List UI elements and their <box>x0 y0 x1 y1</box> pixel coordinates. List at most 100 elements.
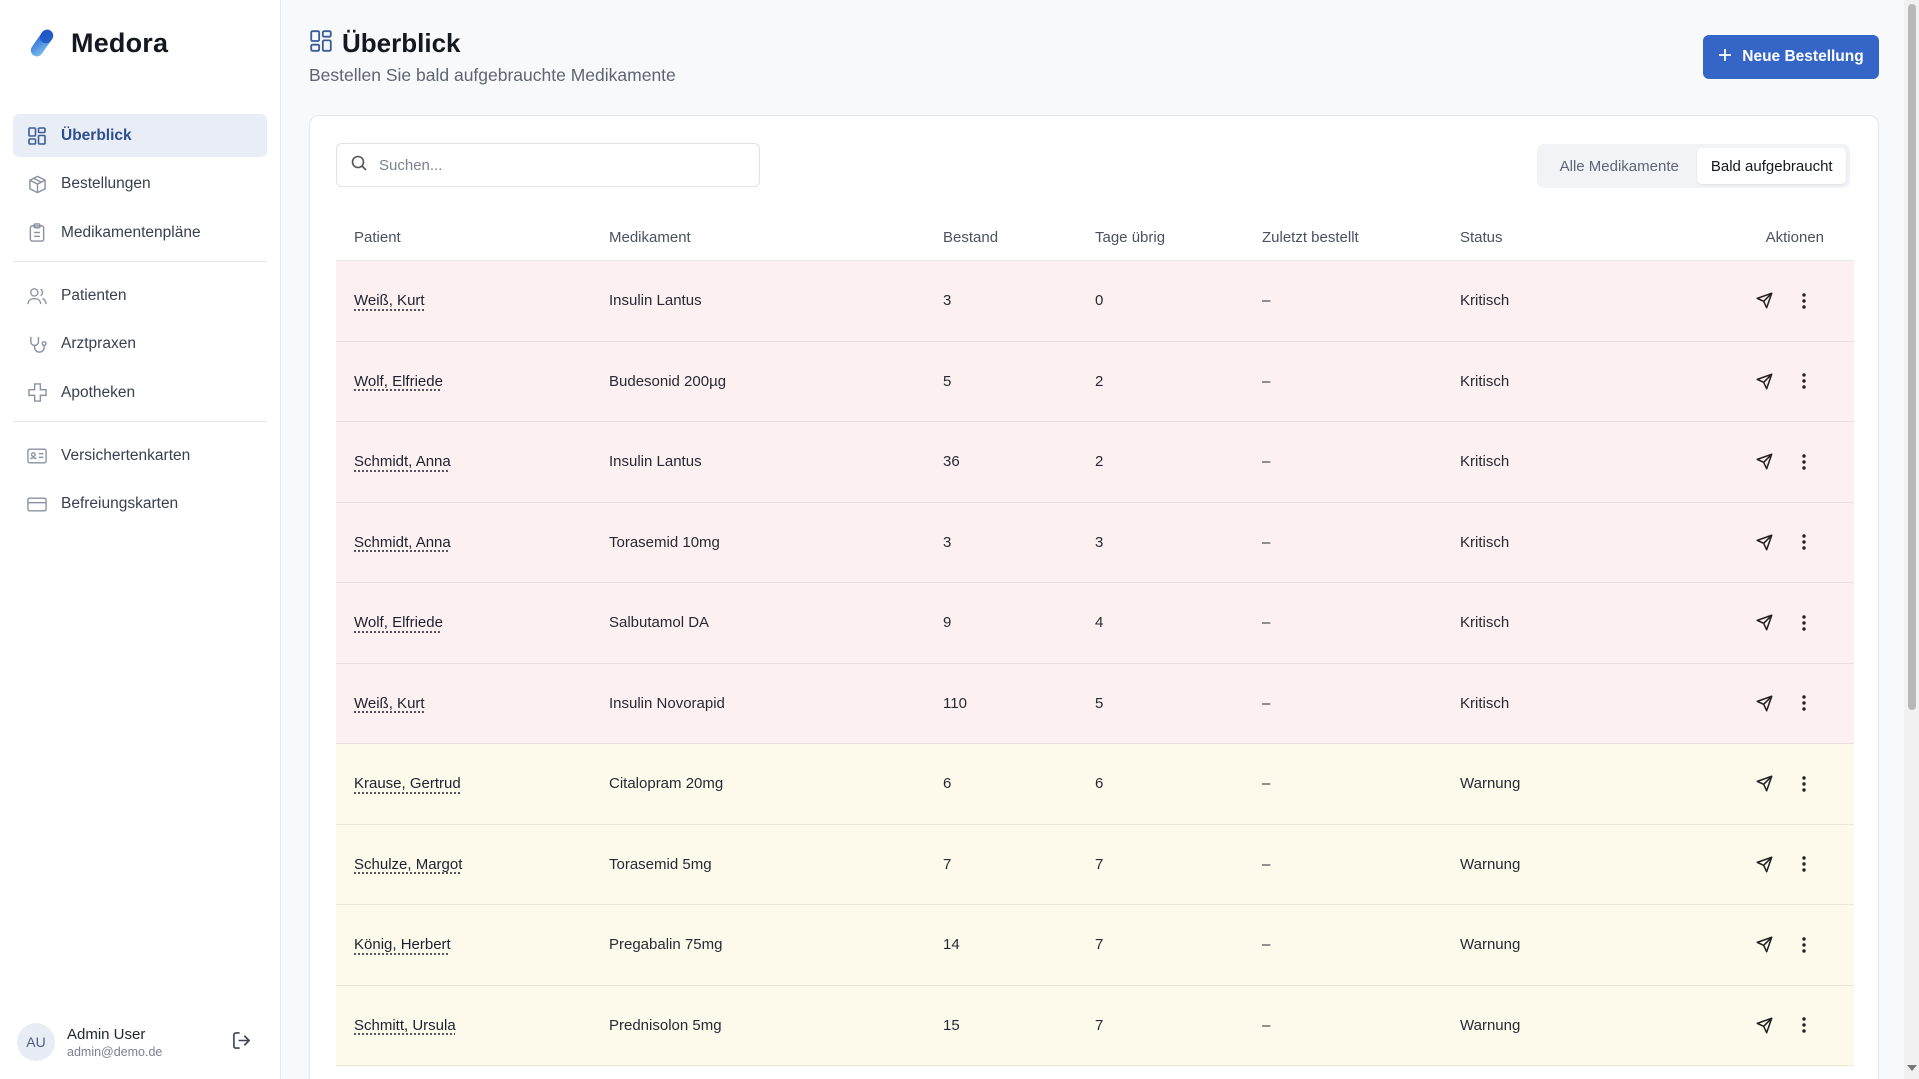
table-row[interactable]: König, Herbert Pregabalin 75mg 14 7 – Warnung <box>336 905 1854 986</box>
send-order-icon[interactable] <box>1744 603 1784 643</box>
id-card-icon <box>27 446 47 466</box>
more-options-icon[interactable] <box>1784 361 1824 401</box>
sidebar-item-exemption-cards[interactable]: Befreiungskarten <box>13 483 267 526</box>
more-options-icon[interactable] <box>1784 442 1824 482</box>
send-order-icon[interactable] <box>1744 1005 1784 1045</box>
sidebar-item-orders[interactable]: Bestellungen <box>13 163 267 206</box>
send-order-icon[interactable] <box>1744 844 1784 884</box>
last-ordered-cell: – <box>1262 1016 1271 1034</box>
table-row[interactable]: Weiß, Kurt Insulin Lantus 3 0 – Kritisch <box>336 261 1854 342</box>
medication-cell: Torasemid 10mg <box>609 533 720 551</box>
table-row[interactable]: Schmidt, Anna Insulin Lantus 36 2 – Kritisch <box>336 422 1854 503</box>
table-row[interactable]: Schmidt, Anna Torasemid 10mg 3 3 – Kritisch <box>336 502 1854 583</box>
days-left-cell: 3 <box>1095 533 1104 551</box>
days-left-cell: 2 <box>1095 453 1104 471</box>
days-left-cell: 7 <box>1095 1016 1104 1034</box>
more-options-icon[interactable] <box>1784 1005 1824 1045</box>
status-cell: Kritisch <box>1460 372 1510 390</box>
sidebar-item-insurance-cards[interactable]: Versichertenkarten <box>13 434 267 477</box>
status-cell: Kritisch <box>1460 694 1510 712</box>
column-header-medication[interactable]: Medikament <box>609 228 691 246</box>
medication-cell: Prednisolon 5mg <box>609 1016 722 1034</box>
medication-cell: Pregabalin 75mg <box>609 936 723 954</box>
sidebar-divider <box>13 261 267 262</box>
patient-link[interactable]: Schulze, Margot <box>354 855 463 873</box>
send-order-icon[interactable] <box>1744 442 1784 482</box>
brand[interactable]: Medora <box>27 26 168 60</box>
status-cell: Kritisch <box>1460 533 1510 551</box>
scroll-down-arrow-icon[interactable] <box>1907 1065 1917 1071</box>
patient-link[interactable]: Wolf, Elfriede <box>354 614 443 632</box>
new-order-button[interactable]: Neue Bestellung <box>1703 35 1879 79</box>
more-options-icon[interactable] <box>1784 764 1824 804</box>
sidebar-item-pharmacies[interactable]: Apotheken <box>13 371 267 414</box>
send-order-icon[interactable] <box>1744 361 1784 401</box>
more-options-icon[interactable] <box>1784 844 1824 884</box>
column-header-status[interactable]: Status <box>1460 228 1503 246</box>
page-title: Überblick <box>342 28 461 58</box>
logout-icon[interactable] <box>232 1031 251 1055</box>
search-input[interactable] <box>379 156 739 174</box>
sidebar-divider <box>13 421 267 422</box>
patient-link[interactable]: König, Herbert <box>354 936 451 954</box>
patient-link[interactable]: Weiß, Kurt <box>354 694 425 712</box>
send-order-icon[interactable] <box>1744 925 1784 965</box>
more-options-icon[interactable] <box>1784 281 1824 321</box>
medication-cell: Torasemid 5mg <box>609 855 712 873</box>
more-options-icon[interactable] <box>1784 925 1824 965</box>
sidebar: Medora Überblick Bestellungen Medikament… <box>0 0 281 1079</box>
table-row[interactable]: Schulze, Margot Torasemid 5mg 7 7 – Warnung <box>336 824 1854 905</box>
sidebar-nav: Überblick Bestellungen Medikamentenpläne… <box>13 114 267 531</box>
sidebar-item-label: Patienten <box>61 286 127 304</box>
stock-cell: 15 <box>943 1016 960 1034</box>
last-ordered-cell: – <box>1262 855 1271 873</box>
table-row[interactable]: Wolf, Elfriede Budesonid 200µg 5 2 – Kritisch <box>336 341 1854 422</box>
send-order-icon[interactable] <box>1744 683 1784 723</box>
days-left-cell: 7 <box>1095 936 1104 954</box>
sidebar-item-practices[interactable]: Arztpraxen <box>13 323 267 366</box>
status-cell: Kritisch <box>1460 292 1510 310</box>
sidebar-item-overview[interactable]: Überblick <box>13 114 267 157</box>
status-cell: Warnung <box>1460 936 1521 954</box>
table-row[interactable]: Schmitt, Ursula Prednisolon 5mg 15 7 – Warnun… <box>336 985 1854 1066</box>
stock-cell: 6 <box>943 775 952 793</box>
column-header-stock[interactable]: Bestand <box>943 228 999 246</box>
stock-cell: 110 <box>943 694 967 712</box>
clipboard-icon <box>27 223 47 243</box>
table-row[interactable]: Weiß, Kurt Insulin Novorapid 110 5 – Kritisch <box>336 663 1854 744</box>
more-options-icon[interactable] <box>1784 683 1824 723</box>
send-order-icon[interactable] <box>1744 764 1784 804</box>
table-row[interactable]: Wolf, Elfriede Salbutamol DA 9 4 – Kritisch <box>336 583 1854 664</box>
patient-link[interactable]: Schmitt, Ursula <box>354 1016 456 1034</box>
filter-soon-depleted[interactable]: Bald aufgebraucht <box>1697 148 1846 184</box>
new-order-label: Neue Bestellung <box>1742 48 1864 65</box>
patient-link[interactable]: Wolf, Elfriede <box>354 372 443 390</box>
medication-cell: Salbutamol DA <box>609 614 710 632</box>
filter-all-medications[interactable]: Alle Medikamente <box>1559 157 1679 175</box>
more-options-icon[interactable] <box>1784 603 1824 643</box>
more-options-icon[interactable] <box>1784 522 1824 562</box>
send-order-icon[interactable] <box>1744 281 1784 321</box>
sidebar-item-medication-plans[interactable]: Medikamentenpläne <box>13 211 267 254</box>
days-left-cell: 5 <box>1095 694 1104 712</box>
app-name: Medora <box>71 27 169 58</box>
send-order-icon[interactable] <box>1744 522 1784 562</box>
sidebar-item-patients[interactable]: Patienten <box>13 274 267 317</box>
scrollbar-thumb[interactable] <box>1908 4 1916 710</box>
column-header-patient[interactable]: Patient <box>354 228 401 246</box>
patient-link[interactable]: Krause, Gertrud <box>354 775 461 793</box>
search-box[interactable] <box>336 143 760 187</box>
patient-link[interactable]: Weiß, Kurt <box>354 292 425 310</box>
cross-icon <box>27 383 47 403</box>
sidebar-item-label: Apotheken <box>61 383 136 401</box>
page-scrollbar[interactable] <box>1904 0 1919 1079</box>
table-row[interactable]: Krause, Gertrud Citalopram 20mg 6 6 – Warnung <box>336 744 1854 825</box>
sidebar-item-label: Befreiungskarten <box>61 495 179 512</box>
avatar[interactable]: AU <box>17 1023 55 1061</box>
column-header-days-left[interactable]: Tage übrig <box>1095 228 1166 246</box>
column-header-last-ordered[interactable]: Zuletzt bestellt <box>1262 228 1359 246</box>
patient-link[interactable]: Schmidt, Anna <box>354 453 451 471</box>
patient-link[interactable]: Schmidt, Anna <box>354 533 451 551</box>
stock-cell: 36 <box>943 453 960 471</box>
status-cell: Kritisch <box>1460 453 1510 471</box>
